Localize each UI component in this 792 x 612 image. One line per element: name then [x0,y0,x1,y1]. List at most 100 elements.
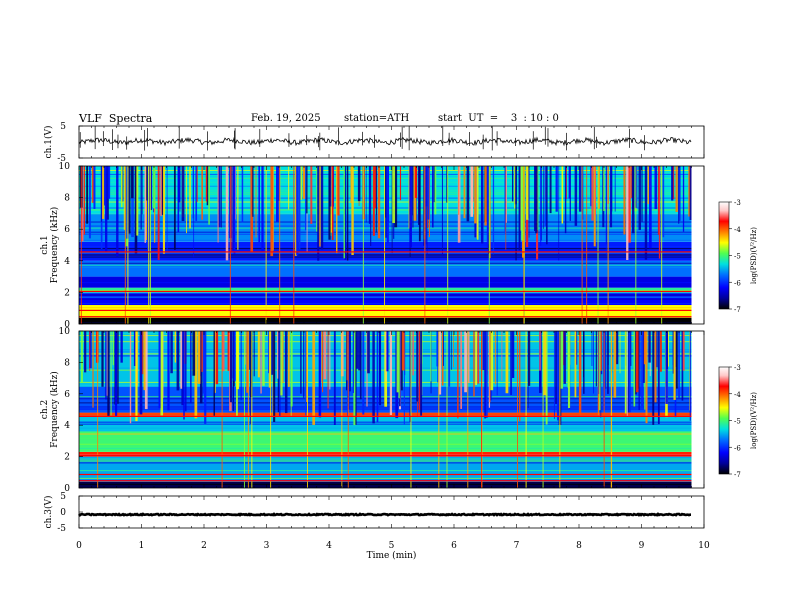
impulse-streak [288,166,290,210]
impulse-streak [112,331,114,366]
impulse-streak [476,166,479,240]
impulse-streak [595,166,596,216]
colorbar-tick-label: -6 [734,279,741,287]
impulse-streak [640,331,642,397]
sferic-line [293,166,295,324]
impulse-streak [535,166,538,234]
impulse-streak [645,331,648,424]
x-tick-label: 5 [389,541,395,551]
impulse-streak [305,331,308,403]
impulse-streak [630,331,632,366]
x-tick-label: 0 [76,541,82,551]
impulse-streak [120,166,123,208]
impulse-streak [688,166,691,217]
impulse-streak [512,166,514,202]
impulse-streak [667,331,669,367]
impulse-streak [457,166,461,243]
impulse-streak [398,331,401,407]
spectrogram-line [79,454,692,456]
impulse-streak [504,166,506,234]
impulse-streak [177,166,180,233]
impulse-streak [399,166,402,201]
impulse-streak [611,166,613,212]
impulse-streak [181,331,184,406]
impulse-streak [597,331,600,416]
sferic-line [488,166,490,324]
impulse-streak [88,166,91,239]
impulse-streak [398,331,400,399]
spectrogram-line [79,412,692,414]
time-axis: 0 1 2 3 4 5 6 7 8 9 10 Time (min) [76,541,710,561]
impulse-streak [200,331,204,372]
impulse-streak [671,166,674,201]
impulse-streak [192,166,194,219]
impulse-streak [358,331,361,371]
impulse-streak [641,331,644,408]
sferic-line [559,331,561,488]
impulse-streak [102,166,105,219]
impulse-streak [278,331,280,370]
colorbar-tick-label: -7 [734,306,741,314]
ch1-waveform-panel: 5 -5ch.1(V) [43,122,705,164]
impulse-streak [599,331,601,411]
sferic-line [384,166,386,324]
sferic-line [362,166,364,324]
impulse-streak [280,331,283,396]
impulse-streak [536,166,539,231]
spectrogram-line [79,233,692,235]
impulse-streak [626,331,628,417]
date-label: Feb. 19, 2025 [251,113,321,124]
impulse-streak [303,331,305,398]
impulse-streak [129,331,132,424]
y-axis-label: ch.3(V) [43,496,54,529]
impulse-streak [426,166,428,256]
impulse-streak [196,166,198,202]
sferic-line [221,331,223,488]
impulse-streak [412,331,414,376]
impulse-streak [591,166,594,221]
impulse-streak [488,331,491,408]
impulse-streak [253,331,255,377]
impulse-streak [106,331,108,396]
x-tick-label: 2 [201,541,207,551]
ch3-waveform-panel: 5 0 -5ch.3(V) [43,492,705,534]
spectrogram-line [79,282,692,284]
impulse-streak [284,331,288,414]
impulse-streak [484,166,487,226]
impulse-streak [323,331,327,380]
impulse-streak [555,331,558,404]
y-tick-label: 4 [64,421,70,431]
impulse-streak [490,331,494,391]
impulse-streak [514,166,516,209]
impulse-streak [511,331,515,378]
x-tick-label: 7 [514,541,520,551]
impulse-streak [583,331,584,378]
impulse-streak [662,166,665,238]
impulse-streak [241,166,244,223]
impulse-streak [128,166,131,234]
impulse-streak [277,331,279,379]
impulse-streak [542,166,544,229]
spectrogram-line [79,294,692,296]
sferic-line [424,166,426,324]
y-tick-label: 4 [64,257,70,267]
impulse-streak [689,331,691,421]
impulse-streak [105,331,107,400]
spectrogram-line [79,437,692,439]
impulse-streak [300,166,303,200]
impulse-streak [152,166,156,209]
impulse-streak [558,166,560,261]
spectrogram-line [79,315,692,317]
colorbar-tick-label: -7 [734,471,741,479]
spectrogram-line [79,470,692,472]
y-axis-label-line: ch.3(V) [43,496,54,529]
impulse-streak [161,166,164,215]
impulse-streak [638,331,640,411]
impulse-streak [675,331,678,389]
spectrogram-line [79,460,692,462]
impulse-streak [544,166,546,227]
impulse-streak [246,331,249,393]
impulse-streak [134,166,138,254]
impulse-streak [563,331,566,384]
impulse-streak [236,331,240,390]
